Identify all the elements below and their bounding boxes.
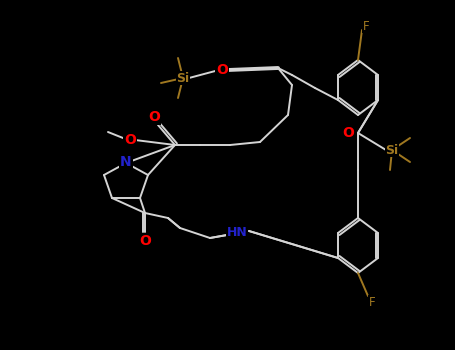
Text: HN: HN bbox=[227, 226, 248, 239]
Text: Si: Si bbox=[177, 71, 190, 84]
Text: Si: Si bbox=[385, 144, 399, 156]
Text: O: O bbox=[216, 63, 228, 77]
Text: O: O bbox=[148, 110, 160, 124]
Text: O: O bbox=[139, 234, 151, 248]
Text: F: F bbox=[369, 295, 375, 308]
Text: O: O bbox=[124, 133, 136, 147]
Text: N: N bbox=[120, 155, 132, 169]
Text: O: O bbox=[342, 126, 354, 140]
Text: F: F bbox=[363, 20, 369, 33]
